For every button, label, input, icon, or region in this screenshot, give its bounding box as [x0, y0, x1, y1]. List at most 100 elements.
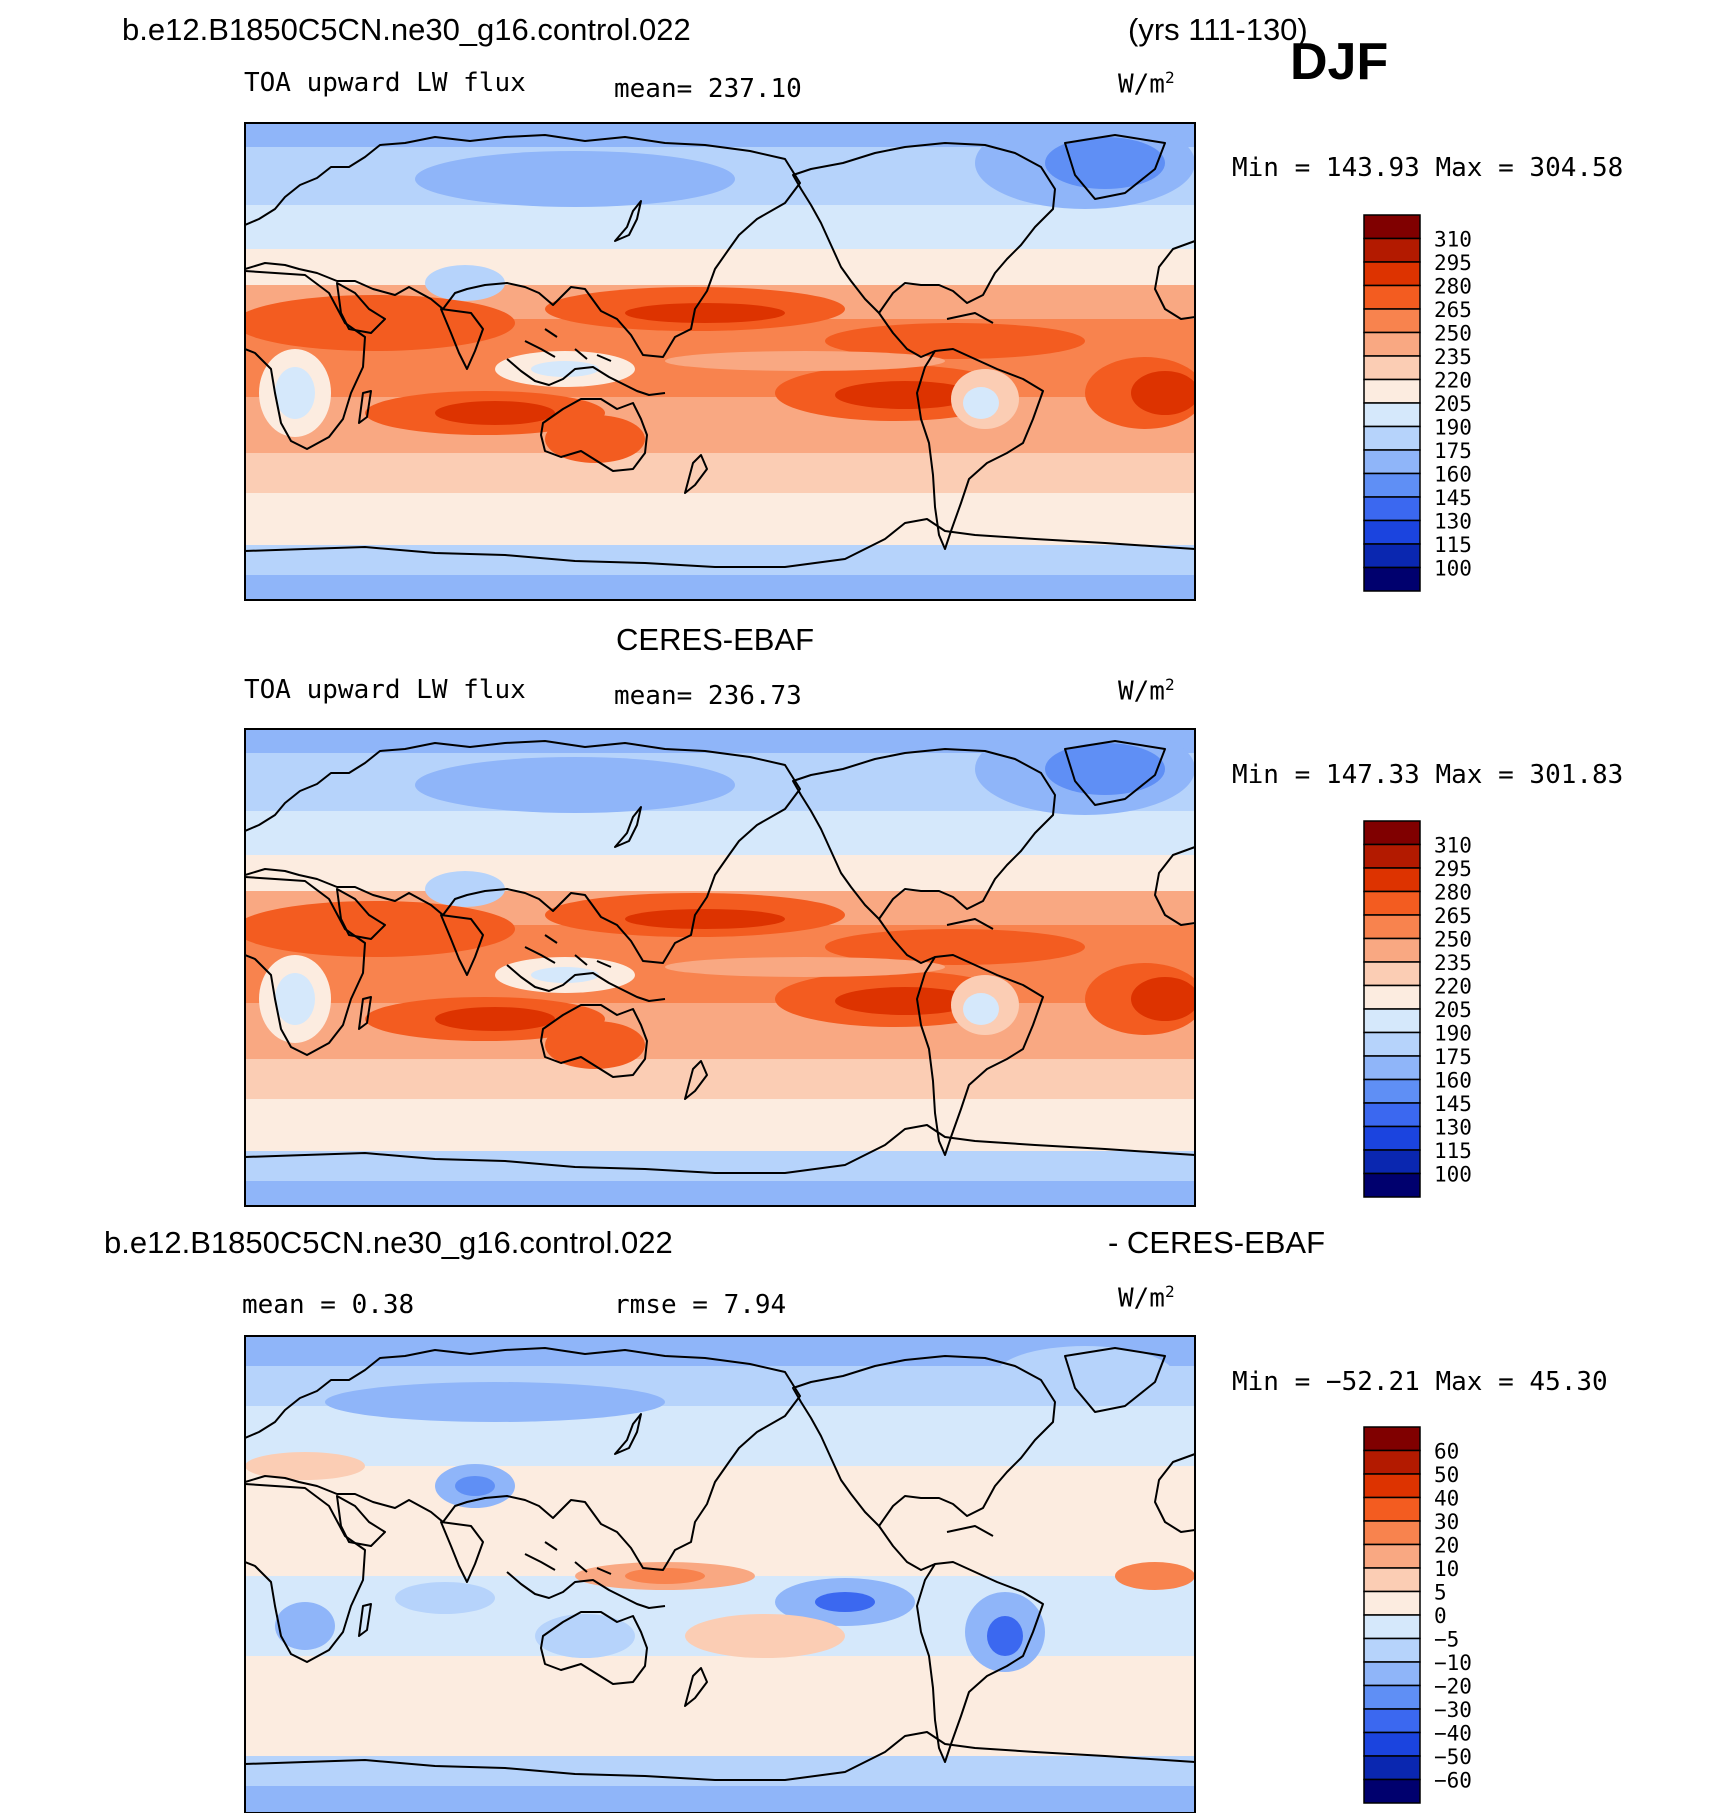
labelbar-box — [1363, 1590, 1421, 1616]
labelbar-tick-label: 205 — [1434, 392, 1472, 416]
map-panel-obs — [244, 728, 1196, 1207]
labelbar-box — [1363, 1102, 1421, 1128]
labelbar-tick-label: −20 — [1434, 1675, 1472, 1699]
panel3-minmax: Min = −52.21 Max = 45.30 — [1232, 1367, 1608, 1397]
labelbar-box — [1363, 1614, 1421, 1640]
labelbar-tick-label: 220 — [1434, 975, 1472, 999]
map-panel-diff — [244, 1335, 1196, 1813]
labelbar-box — [1363, 820, 1421, 846]
labelbar-tick-label: 175 — [1434, 1045, 1472, 1069]
panel2-units: W/m2 — [1118, 675, 1175, 707]
panel1-variable: TOA upward LW flux — [244, 68, 526, 98]
labelbar-box — [1363, 237, 1421, 263]
labelbar-box — [1363, 449, 1421, 475]
labelbar-tick-label: 115 — [1434, 1139, 1472, 1163]
labelbar-tick-label: 100 — [1434, 1163, 1472, 1187]
season-label: DJF — [1290, 33, 1389, 91]
labelbar-box — [1363, 1426, 1421, 1452]
labelbar-box — [1363, 1567, 1421, 1593]
labelbar-box — [1363, 984, 1421, 1010]
labelbar-tick-label: 220 — [1434, 369, 1472, 393]
labelbar-box — [1363, 519, 1421, 545]
panel3-rmse: rmse = 7.94 — [614, 1290, 787, 1320]
labelbar-tick-label: 190 — [1434, 1022, 1472, 1046]
labelbar-tick-label: 310 — [1434, 834, 1472, 858]
labelbar-box — [1363, 284, 1421, 310]
labelbar-obs: 3102952802652502352202051901751601451301… — [1363, 820, 1472, 1198]
map-panel-model — [244, 122, 1196, 601]
panel3-mean: mean = 0.38 — [242, 1290, 415, 1320]
labelbar-box — [1363, 1520, 1421, 1546]
labelbar-tick-label: 100 — [1434, 557, 1472, 581]
panel2-variable: TOA upward LW flux — [244, 675, 526, 705]
labelbar-box — [1363, 1008, 1421, 1034]
labelbar-box — [1363, 1473, 1421, 1499]
labelbar-tick-label: 115 — [1434, 533, 1472, 557]
labelbar-box — [1363, 331, 1421, 357]
labelbar-model: 3102952802652502352202051901751601451301… — [1363, 214, 1472, 592]
labelbar-box — [1363, 1731, 1421, 1757]
labelbar-box — [1363, 402, 1421, 428]
panel3-title-left: b.e12.B1850C5CN.ne30_g16.control.022 — [104, 1225, 673, 1260]
labelbar-tick-label: 160 — [1434, 1069, 1472, 1093]
labelbar-tick-label: 50 — [1434, 1463, 1459, 1487]
years-label: (yrs 111-130) — [1128, 12, 1308, 47]
labelbar-box — [1363, 843, 1421, 869]
labelbar-box — [1363, 355, 1421, 381]
labelbar-box — [1363, 261, 1421, 287]
labelbar-box — [1363, 1661, 1421, 1687]
panel1-mean: mean= 237.10 — [614, 74, 802, 104]
labelbar-box — [1363, 867, 1421, 893]
labelbar-box — [1363, 1125, 1421, 1151]
labelbar-box — [1363, 1031, 1421, 1057]
labelbar-box — [1363, 543, 1421, 569]
labelbar-tick-label: −30 — [1434, 1698, 1472, 1722]
labelbar-box — [1363, 1449, 1421, 1475]
labelbar-tick-label: 40 — [1434, 1487, 1459, 1511]
panel2-mean: mean= 236.73 — [614, 681, 802, 711]
labelbar-tick-label: 265 — [1434, 298, 1472, 322]
labelbar-box — [1363, 378, 1421, 404]
labelbar-box — [1363, 1778, 1421, 1804]
labelbar-tick-label: 5 — [1434, 1581, 1447, 1605]
labelbar-box — [1363, 308, 1421, 334]
labelbar-tick-label: −50 — [1434, 1745, 1472, 1769]
labelbar-box — [1363, 937, 1421, 963]
labelbar-tick-label: 60 — [1434, 1440, 1459, 1464]
labelbar-tick-label: 20 — [1434, 1534, 1459, 1558]
labelbar-tick-label: 30 — [1434, 1510, 1459, 1534]
labelbar-tick-label: 250 — [1434, 322, 1472, 346]
labelbar-tick-label: 280 — [1434, 881, 1472, 905]
labelbar-tick-label: −40 — [1434, 1722, 1472, 1746]
labelbar-tick-label: 145 — [1434, 486, 1472, 510]
panel3-units: W/m2 — [1118, 1282, 1175, 1314]
labelbar-box — [1363, 890, 1421, 916]
labelbar-box — [1363, 1755, 1421, 1781]
panel1-units: W/m2 — [1118, 68, 1175, 100]
labelbar-tick-label: −60 — [1434, 1769, 1472, 1793]
labelbar-box — [1363, 1496, 1421, 1522]
labelbar-box — [1363, 1078, 1421, 1104]
labelbar-tick-label: −5 — [1434, 1628, 1459, 1652]
labelbar-tick-label: 190 — [1434, 416, 1472, 440]
labelbar-tick-label: 205 — [1434, 998, 1472, 1022]
labelbar-tick-label: 10 — [1434, 1557, 1459, 1581]
labelbar-box — [1363, 1172, 1421, 1198]
labelbar-tick-label: 280 — [1434, 275, 1472, 299]
labelbar-tick-label: 295 — [1434, 251, 1472, 275]
labelbar-box — [1363, 1684, 1421, 1710]
panel1-minmax: Min = 143.93 Max = 304.58 — [1232, 153, 1624, 183]
labelbar-box — [1363, 496, 1421, 522]
labelbar-tick-label: 265 — [1434, 904, 1472, 928]
panel3-title-right: - CERES-EBAF — [1108, 1225, 1326, 1260]
labelbar-box — [1363, 214, 1421, 240]
labelbar-tick-label: −10 — [1434, 1651, 1472, 1675]
labelbar-tick-label: 235 — [1434, 951, 1472, 975]
labelbar-tick-label: 145 — [1434, 1092, 1472, 1116]
labelbar-tick-label: 0 — [1434, 1604, 1447, 1628]
labelbar-tick-label: 295 — [1434, 857, 1472, 881]
labelbar-box — [1363, 961, 1421, 987]
labelbar-box — [1363, 1543, 1421, 1569]
labelbar-box — [1363, 566, 1421, 592]
